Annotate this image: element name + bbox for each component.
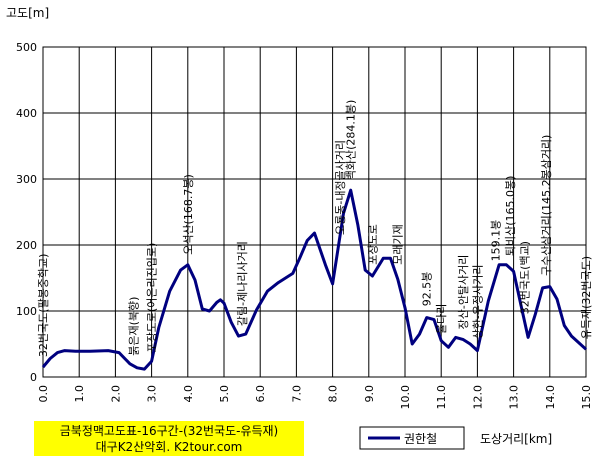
x-tick-label: 8.0 xyxy=(327,385,340,403)
annotation-label: 율다리 xyxy=(435,304,448,334)
x-axis-title: 도상거리[km] xyxy=(480,432,552,446)
legend-label: 권한철 xyxy=(404,432,437,446)
x-tick-label: 4.0 xyxy=(182,385,195,403)
x-tick-label: 0.0 xyxy=(37,385,50,403)
x-tick-label: 10.0 xyxy=(399,385,412,410)
y-tick-labels: 0 100 200 300 400 500 xyxy=(16,41,37,384)
x-tick-label: 13.0 xyxy=(508,385,521,410)
plot-frame xyxy=(42,46,587,378)
y-tick-label: 400 xyxy=(16,107,37,120)
y-tick-label: 500 xyxy=(16,41,37,54)
series-line xyxy=(41,188,588,371)
x-tick-label: 9.0 xyxy=(363,385,376,403)
axes xyxy=(42,46,587,378)
x-tick-label: 7.0 xyxy=(290,385,303,403)
annotation-label: 159.1봉 xyxy=(490,220,503,262)
annotation-label: 모래기재 xyxy=(392,224,405,264)
title-box: 금북정맥고도표-16구간-(32번국도-유득재) 대구K2산악회. K2tour… xyxy=(34,421,304,456)
annotation-label: 장산-안탈사거리 xyxy=(457,255,470,330)
x-tick-label: 1.0 xyxy=(73,385,86,403)
x-tick-label: 2.0 xyxy=(109,385,122,403)
x-tick-label: 11.0 xyxy=(435,385,448,410)
x-tick-label: 14.0 xyxy=(544,385,557,410)
annotation-label: 상한-우정사거리 xyxy=(471,264,484,339)
y-tick-label: 200 xyxy=(16,239,37,252)
y-tick-label: 100 xyxy=(16,305,37,318)
title-line-2: 대구K2산악회. K2tour.com xyxy=(96,440,243,454)
x-tick-labels: 0.0 1.0 2.0 3.0 4.0 5.0 6.0 7.0 8.0 9.0 10.0 11.0 12… xyxy=(37,385,593,410)
annotation-label: 갈림-제나리사거리 xyxy=(235,241,249,326)
title-box-background xyxy=(34,421,304,456)
x-tick-label: 15.0 xyxy=(580,385,593,410)
annotation-label: 92.5봉 xyxy=(421,272,434,307)
y-tick-label: 300 xyxy=(16,173,37,186)
annotation-label: 퇴비산(165.0봉) xyxy=(504,176,517,257)
annotation-label: 포장도로 xyxy=(366,224,379,264)
legend-box xyxy=(359,426,465,450)
x-tick-label: 5.0 xyxy=(218,385,231,403)
y-tick-label: 0 xyxy=(30,371,37,384)
annotation-label: 오룡동-내정골사거리 xyxy=(334,140,347,235)
legend: 권한철 xyxy=(359,426,465,450)
x-tick-label: 12.0 xyxy=(471,385,484,410)
x-tick-label: 3.0 xyxy=(146,385,159,403)
y-axis-title: 고도[m] xyxy=(6,6,49,20)
annotation-label: 32번국도(팔봉중학교) xyxy=(37,254,50,358)
x-tick-label: 6.0 xyxy=(254,385,267,403)
annotation-label: 유득재(32번국도) xyxy=(580,256,593,339)
peak-annotations: 32번국도(팔봉중학교) 붉은재(북향) 포장도로(어은리진입로) 오석산(168.7… xyxy=(37,100,593,357)
series-lines xyxy=(41,188,588,371)
annotation-label: 포장도로(어은리진입로) xyxy=(146,243,159,353)
annotation-label: 오석산(168.7봉) xyxy=(182,174,195,255)
annotation-label: 구수산삼거리(145.2봉삼거리) xyxy=(540,135,553,276)
annotation-label: 32번국도(백교) xyxy=(518,241,531,314)
title-line-1: 금북정맥고도표-16구간-(32번국도-유득재) xyxy=(60,424,279,438)
annotation-label: 백화산(284.1봉) xyxy=(345,100,358,181)
annotation-label: 붉은재(북향) xyxy=(128,297,141,356)
